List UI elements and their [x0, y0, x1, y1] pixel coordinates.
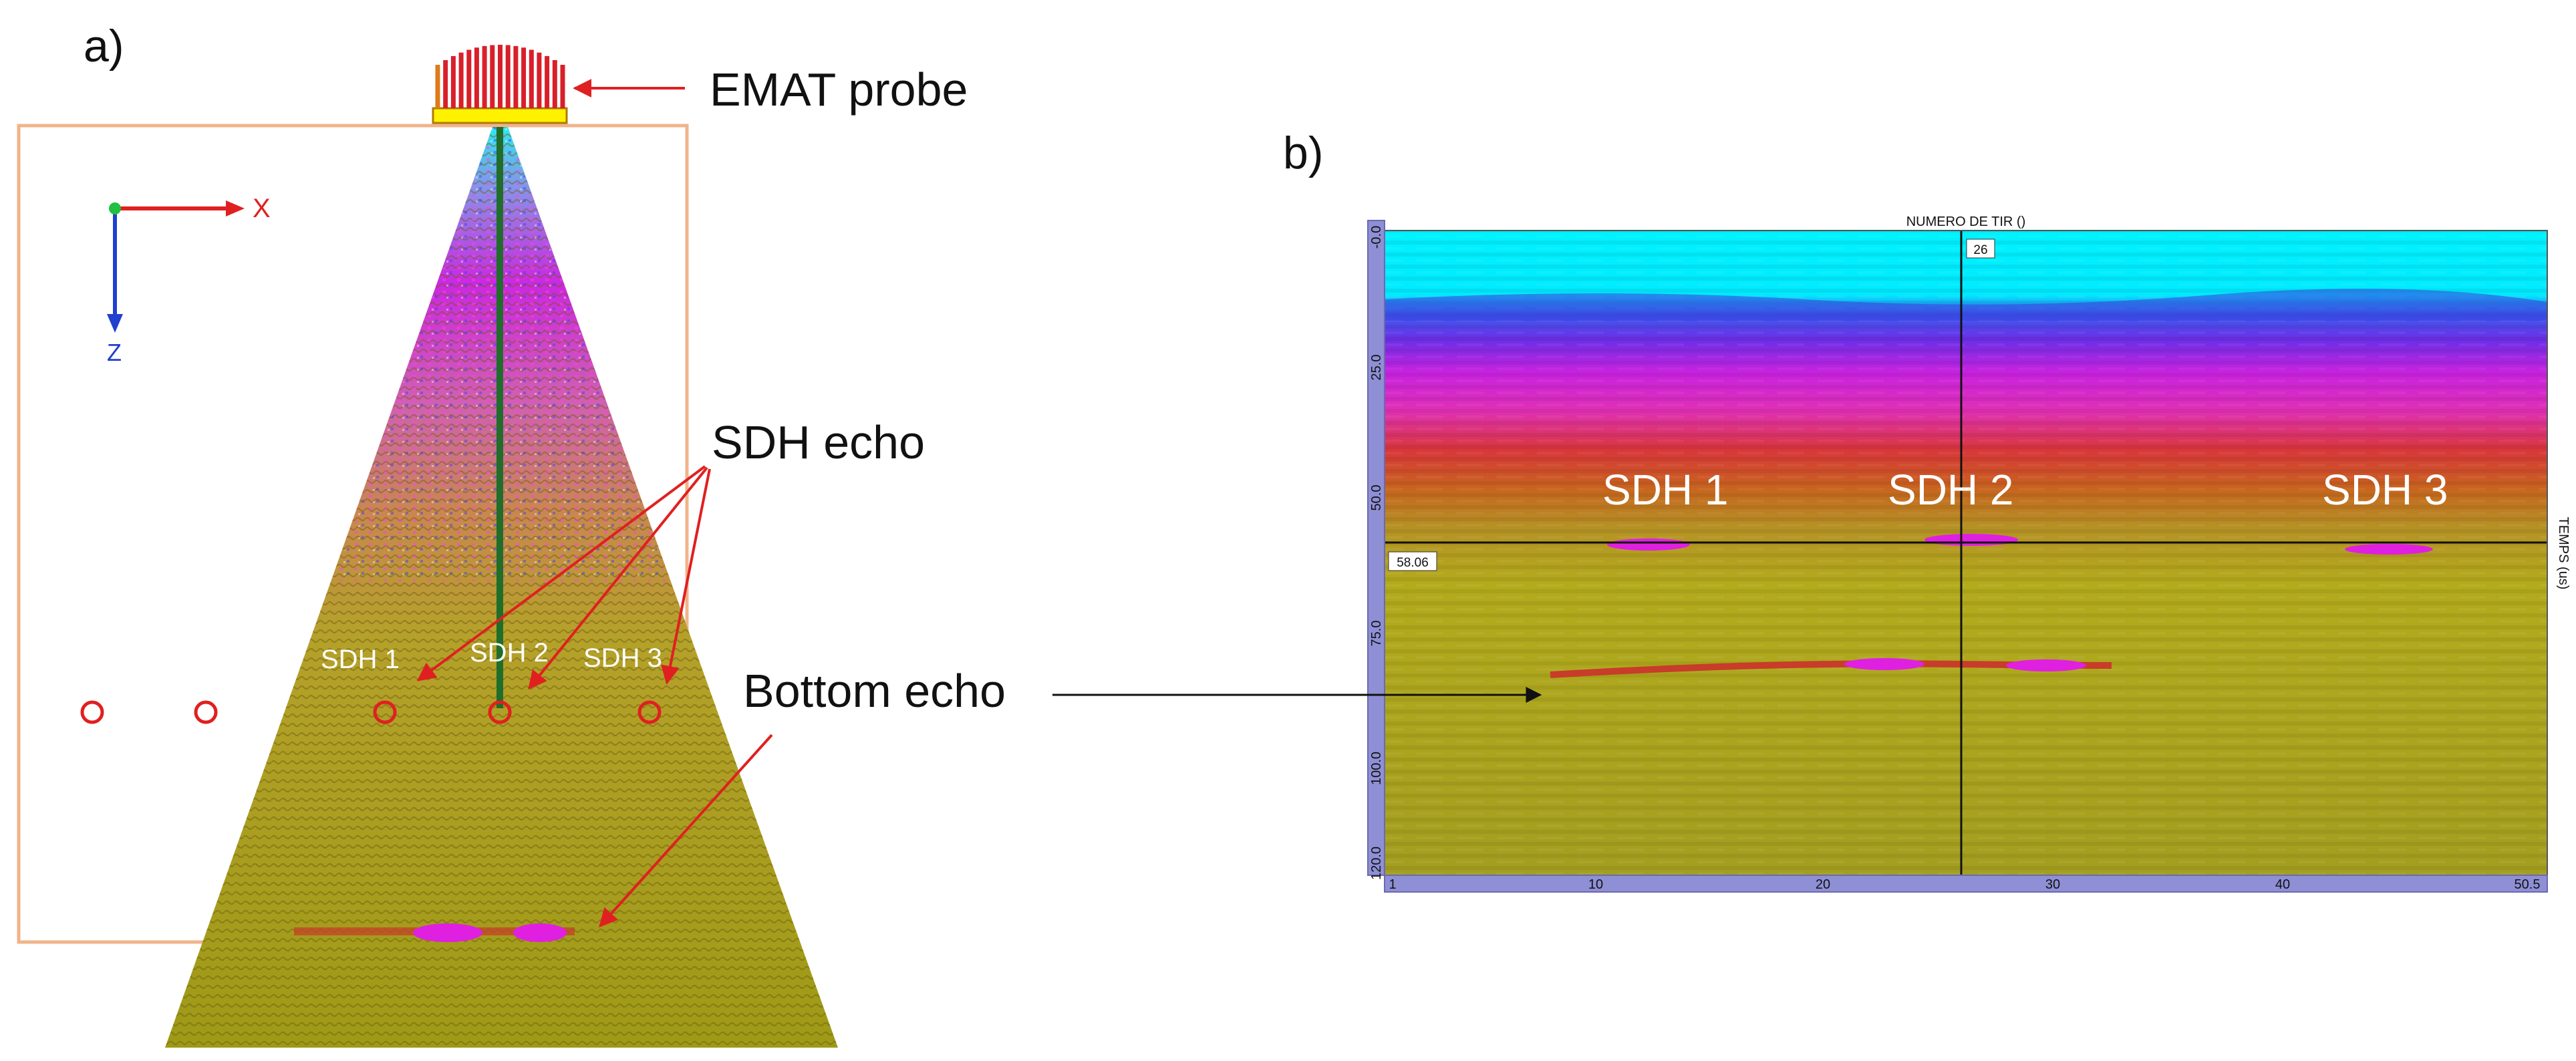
sdh-echo-label: SDH echo	[712, 416, 925, 468]
sdh-pointer-arrow-3	[661, 468, 711, 685]
sdh-label-2: SDH 2	[470, 638, 549, 667]
probe-element	[529, 49, 534, 108]
y-tick-label: 75.0	[1369, 621, 1384, 647]
probe-element	[490, 45, 495, 108]
bottom-echo-blobs	[294, 923, 575, 942]
probe-element	[474, 47, 479, 108]
hole-marker	[637, 700, 662, 724]
bottom-echo-blob	[413, 923, 482, 942]
axis-x-label: X	[253, 194, 271, 223]
bottom-echo-blob	[513, 923, 567, 942]
probe-element	[552, 60, 557, 108]
hole-marker	[80, 700, 104, 724]
x-tick-label: 30	[2045, 877, 2060, 892]
bscan-sdh-echo	[2345, 544, 2433, 555]
probe-element	[450, 55, 456, 108]
probe-element	[521, 47, 527, 108]
y-tick-label: 100.0	[1369, 752, 1384, 785]
emat-probe	[432, 45, 568, 124]
probe-element	[443, 60, 448, 108]
y-tick-label: 50.0	[1369, 485, 1384, 511]
probe-element	[513, 45, 519, 108]
probe-element	[466, 49, 472, 108]
probe-element	[545, 55, 550, 108]
probe-element	[435, 65, 440, 108]
sdh-pointer-arrow-2	[528, 466, 708, 690]
y-tick-label: 120.0	[1369, 847, 1384, 880]
bscan-sdh-echo	[1607, 539, 1690, 551]
axis-z-label: Z	[107, 339, 122, 366]
coordinate-triad: X Z	[107, 194, 271, 366]
bottom-echo-label: Bottom echo	[743, 665, 1006, 717]
x-tick-label: 1	[1389, 877, 1396, 892]
bscan-sdh-echo	[1924, 534, 2018, 546]
probe-element	[458, 52, 464, 108]
emat-probe-label: EMAT probe	[710, 63, 968, 116]
cursor-x-box	[1966, 239, 1995, 259]
bscan-texture	[1385, 231, 2547, 875]
probe-element	[482, 45, 487, 108]
probe-element	[560, 65, 565, 108]
panel-b-label: b)	[1283, 128, 1323, 178]
sdh-pointer-arrow-1	[416, 465, 706, 681]
interface-band	[1385, 289, 2547, 321]
hole-marker	[373, 700, 397, 724]
x-tick-label: 40	[2275, 877, 2290, 892]
x-tick-label: 10	[1588, 877, 1603, 892]
x-arrowhead-icon	[226, 200, 245, 216]
hole-marker	[194, 700, 218, 724]
bscan-sdh-label-1: SDH 1	[1602, 466, 1729, 514]
x-axis-bar	[1384, 875, 2548, 893]
panel-a-annotations: EMAT probe SDH echo Bottom echo	[416, 63, 1006, 928]
sdh-label-1: SDH 1	[321, 645, 400, 674]
bscan-sdh-label-2: SDH 2	[1888, 466, 2014, 514]
x-tick-label: 50.5	[2515, 877, 2541, 892]
bscan-sdh-label-3: SDH 3	[2322, 466, 2448, 514]
panel-a-label: a)	[84, 21, 124, 71]
x-tick-labels: 1 10 20 30 40 50.5	[1389, 877, 2540, 892]
bscan-bottom-echo-blob	[2006, 659, 2086, 671]
z-arrowhead-icon	[107, 314, 123, 333]
cursor-y-box	[1388, 551, 1437, 571]
y-axis-bar	[1367, 220, 1385, 876]
hole-marker	[488, 700, 512, 724]
probe-element	[498, 45, 503, 108]
sdh-label-3: SDH 3	[583, 643, 662, 673]
probe-element	[505, 45, 511, 108]
top-axis-title: NUMERO DE TIR ()	[1906, 214, 2026, 229]
x-tick-label: 20	[1816, 877, 1830, 892]
y-tick-labels: -0.0 25.0 50.0 75.0 100.0 120.0	[1369, 226, 1384, 880]
cursor-x-value: 26	[1973, 243, 1987, 257]
bottom-echo-pointer-arrow	[599, 734, 773, 928]
y-tick-label: -0.0	[1369, 226, 1384, 249]
probe-elements	[435, 45, 565, 108]
sdh-holes	[80, 700, 662, 724]
right-axis-title: TEMPS (us)	[2556, 517, 2571, 590]
bscan-image	[1385, 231, 2547, 875]
probe-base	[432, 107, 568, 124]
probe-element	[537, 52, 542, 108]
panel-b: b) NUMERO DE TIR () TEMPS (us)	[1052, 128, 2571, 893]
panel-a: a) X Z	[17, 21, 1006, 1048]
cursor-y-value: 58.06	[1397, 556, 1429, 570]
y-tick-label: 25.0	[1369, 355, 1384, 381]
bscan-bottom-echo-blob	[1844, 658, 1924, 670]
origin-dot-icon	[109, 202, 121, 214]
